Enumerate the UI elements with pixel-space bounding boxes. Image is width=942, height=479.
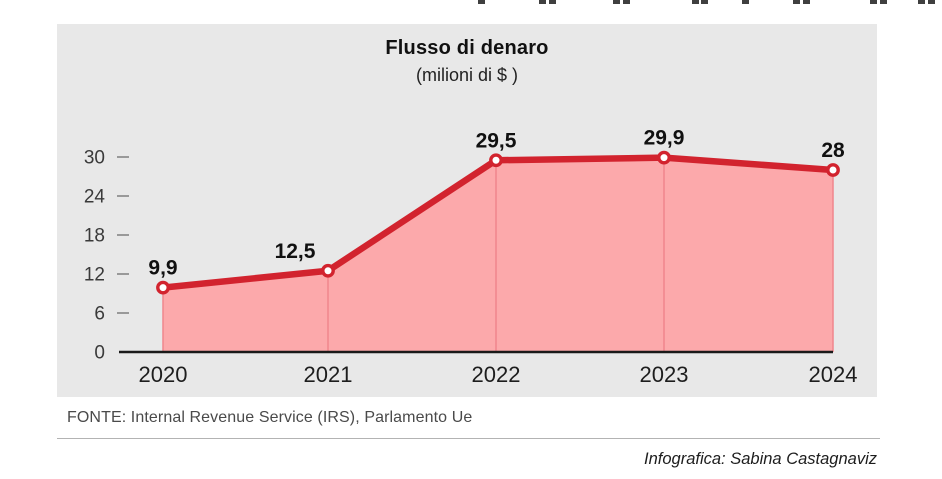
data-label: 9,9 [148, 257, 177, 280]
x-axis-label: 2023 [640, 362, 689, 387]
cropped-text-remnant [793, 0, 800, 4]
y-tick-label: 18 [84, 226, 105, 247]
cropped-text-remnant [880, 0, 887, 4]
x-axis-label: 2022 [472, 362, 521, 387]
y-tick-label: 24 [84, 187, 106, 208]
data-point-marker [156, 280, 170, 295]
x-axis-label: 2021 [304, 362, 353, 387]
chart-title: Flusso di denaro [385, 37, 549, 59]
data-point-marker [657, 150, 671, 165]
area-fill [163, 157, 833, 352]
cropped-text-remnant [692, 0, 699, 4]
divider-line [57, 438, 880, 439]
credit-note: Infografica: Sabina Castagnaviz [644, 450, 877, 468]
x-axis-label: 2020 [139, 362, 188, 387]
source-note: FONTE: Internal Revenue Service (IRS), P… [67, 409, 473, 426]
cropped-text-remnant [623, 0, 630, 4]
cropped-text-remnant [613, 0, 620, 4]
chart-subtitle: (milioni di $ ) [415, 65, 519, 85]
cropped-text-remnant [918, 0, 925, 4]
cropped-text-remnant [549, 0, 556, 4]
y-tick-label: 6 [94, 304, 105, 325]
data-point-marker [321, 263, 335, 278]
data-label: 28 [821, 139, 845, 162]
data-label: 29,9 [644, 127, 685, 150]
chart-panel: Flusso di denaro (milioni di $ ) 0 6 12 18 2… [57, 24, 877, 397]
data-point-marker [826, 163, 840, 177]
y-tick-label: 0 [94, 343, 105, 364]
cropped-text-remnant [928, 0, 935, 4]
data-label: 29,5 [476, 129, 517, 152]
y-tick-label: 12 [84, 265, 105, 286]
y-tick-label: 30 [84, 148, 105, 169]
cropped-text-remnant [803, 0, 810, 4]
cropped-text-remnant [539, 0, 546, 4]
data-point-marker [489, 153, 503, 168]
cropped-text-remnant [701, 0, 708, 4]
cropped-text-remnant [742, 0, 749, 4]
x-axis-label: 2024 [809, 362, 858, 387]
cropped-text-remnant [870, 0, 877, 4]
cropped-text-remnant [478, 0, 485, 4]
area-chart: 0 6 12 18 24 30 9,9 12,5 29,5 29,9 28 2020 2021 2022 2… [84, 127, 858, 387]
data-label: 12,5 [275, 240, 316, 263]
